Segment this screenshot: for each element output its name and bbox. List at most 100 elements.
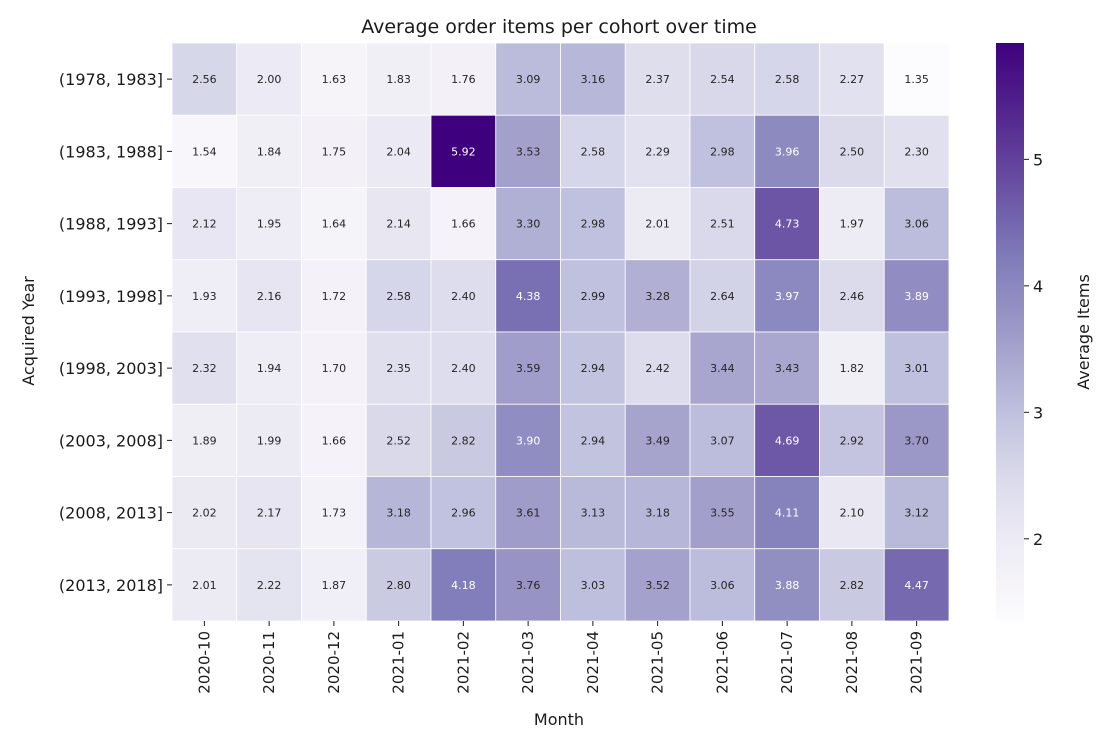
heatmap-cell xyxy=(689,476,756,550)
heatmap-cell xyxy=(883,259,950,333)
cell-value-label: 1.75 xyxy=(322,145,347,158)
heatmap-cell xyxy=(883,42,950,116)
cell-value-label: 3.53 xyxy=(516,145,541,158)
cell-value-label: 1.72 xyxy=(322,290,347,303)
heatmap-cell xyxy=(236,259,302,333)
cell-value-label: 4.73 xyxy=(775,218,800,231)
heatmap-cell xyxy=(819,114,885,188)
cell-value-label: 3.61 xyxy=(516,507,541,520)
cell-value-label: 3.88 xyxy=(775,579,800,592)
cell-value-label: 3.70 xyxy=(904,434,929,447)
heatmap-cell xyxy=(430,331,497,405)
cell-value-label: 2.94 xyxy=(581,362,606,375)
heatmap-cell xyxy=(171,187,238,261)
cell-value-label: 3.52 xyxy=(645,579,670,592)
cell-value-label: 2.64 xyxy=(710,290,735,303)
heatmap-cell xyxy=(754,403,820,477)
cell-value-label: 2.16 xyxy=(257,290,282,303)
cell-value-label: 3.06 xyxy=(710,579,735,592)
heatmap-cell xyxy=(171,331,238,405)
cell-value-label: 2.94 xyxy=(581,434,606,447)
x-tick-label: 2021-06 xyxy=(713,631,731,694)
heatmap-cell xyxy=(495,259,561,333)
heatmap-cell xyxy=(365,476,432,550)
cell-value-label: 2.54 xyxy=(710,73,735,86)
cell-value-label: 2.27 xyxy=(840,73,865,86)
heatmap-cell xyxy=(819,187,885,261)
heatmap-cell xyxy=(301,42,367,116)
heatmap-cell xyxy=(301,331,367,405)
cell-value-label: 2.99 xyxy=(581,290,606,303)
cell-value-label: 2.01 xyxy=(192,579,217,592)
cell-value-label: 2.58 xyxy=(581,145,606,158)
heatmap-cell xyxy=(365,187,432,261)
heatmap-cell xyxy=(560,187,626,261)
cell-value-label: 1.66 xyxy=(322,434,347,447)
heatmap-cell xyxy=(236,114,302,188)
cell-value-label: 2.92 xyxy=(840,434,865,447)
cell-value-label: 1.82 xyxy=(840,362,865,375)
cell-value-label: 5.92 xyxy=(451,145,476,158)
heatmap-cell xyxy=(819,331,885,405)
colorbar: 2 3 4 5 Average Items xyxy=(996,43,1093,621)
cell-value-label: 1.35 xyxy=(904,73,929,86)
cell-value-label: 4.38 xyxy=(516,290,541,303)
heatmap-cell xyxy=(883,548,950,622)
heatmap-cell xyxy=(430,114,497,188)
y-tick-label: (1983, 1988] xyxy=(59,142,163,161)
cell-value-label: 4.18 xyxy=(451,579,476,592)
cell-value-label: 2.10 xyxy=(840,507,865,520)
heatmap-cell xyxy=(171,548,238,622)
heatmap-cell xyxy=(624,403,691,477)
heatmap-cell xyxy=(365,42,432,116)
cell-value-label: 2.58 xyxy=(775,73,800,86)
heatmap-cells: 2.56 2.00 1.63 1.83 1.76 3.09 3.16 2.37 2.54 2.58… xyxy=(171,42,950,622)
cell-value-label: 3.12 xyxy=(904,507,929,520)
cell-value-label: 3.30 xyxy=(516,218,541,231)
cell-value-label: 3.16 xyxy=(581,73,606,86)
y-tick-label: (2003, 2008] xyxy=(59,431,163,450)
cell-value-label: 3.89 xyxy=(904,290,929,303)
cell-value-label: 3.06 xyxy=(904,218,929,231)
cell-value-label: 2.02 xyxy=(192,507,217,520)
cell-value-label: 3.09 xyxy=(516,73,541,86)
heatmap-cell xyxy=(883,114,950,188)
heatmap-cell xyxy=(430,548,497,622)
cell-value-label: 3.01 xyxy=(904,362,929,375)
colorbar-gradient xyxy=(996,43,1024,621)
cell-value-label: 3.90 xyxy=(516,434,541,447)
heatmap-cell xyxy=(236,42,302,116)
heatmap-cell xyxy=(495,476,561,550)
cell-value-label: 2.82 xyxy=(840,579,865,592)
heatmap-cell xyxy=(689,331,756,405)
colorbar-tick-label: 4 xyxy=(1033,277,1043,296)
cell-value-label: 3.97 xyxy=(775,290,800,303)
x-tick-label: 2021-04 xyxy=(584,631,602,694)
heatmap-cell xyxy=(624,548,691,622)
heatmap-cell xyxy=(365,548,432,622)
heatmap-cell xyxy=(754,259,820,333)
cell-value-label: 2.30 xyxy=(904,145,929,158)
heatmap-cell xyxy=(819,548,885,622)
cell-value-label: 3.55 xyxy=(710,507,735,520)
x-tick-label: 2021-08 xyxy=(843,631,861,694)
cell-value-label: 2.80 xyxy=(386,579,411,592)
cell-value-label: 2.51 xyxy=(710,218,735,231)
cell-value-label: 2.98 xyxy=(581,218,606,231)
axis-ticks: (1978, 1983] (1983, 1988] (1988, 1993] (199… xyxy=(59,70,926,694)
cell-value-label: 2.37 xyxy=(645,73,670,86)
heatmap-cell xyxy=(689,403,756,477)
cell-value-label: 1.76 xyxy=(451,73,476,86)
x-tick-label: 2021-02 xyxy=(454,631,472,694)
cell-value-label: 2.50 xyxy=(840,145,865,158)
cell-value-label: 2.56 xyxy=(192,73,217,86)
y-tick-label: (1988, 1993] xyxy=(59,215,163,234)
cell-value-label: 4.47 xyxy=(904,579,929,592)
colorbar-label: Average Items xyxy=(1074,274,1093,390)
cell-value-label: 1.87 xyxy=(322,579,347,592)
heatmap-cell xyxy=(883,476,950,550)
heatmap-cell xyxy=(365,114,432,188)
y-tick-label: (1993, 1998] xyxy=(59,287,163,306)
cell-value-label: 1.99 xyxy=(257,434,282,447)
heatmap-cell xyxy=(754,42,820,116)
